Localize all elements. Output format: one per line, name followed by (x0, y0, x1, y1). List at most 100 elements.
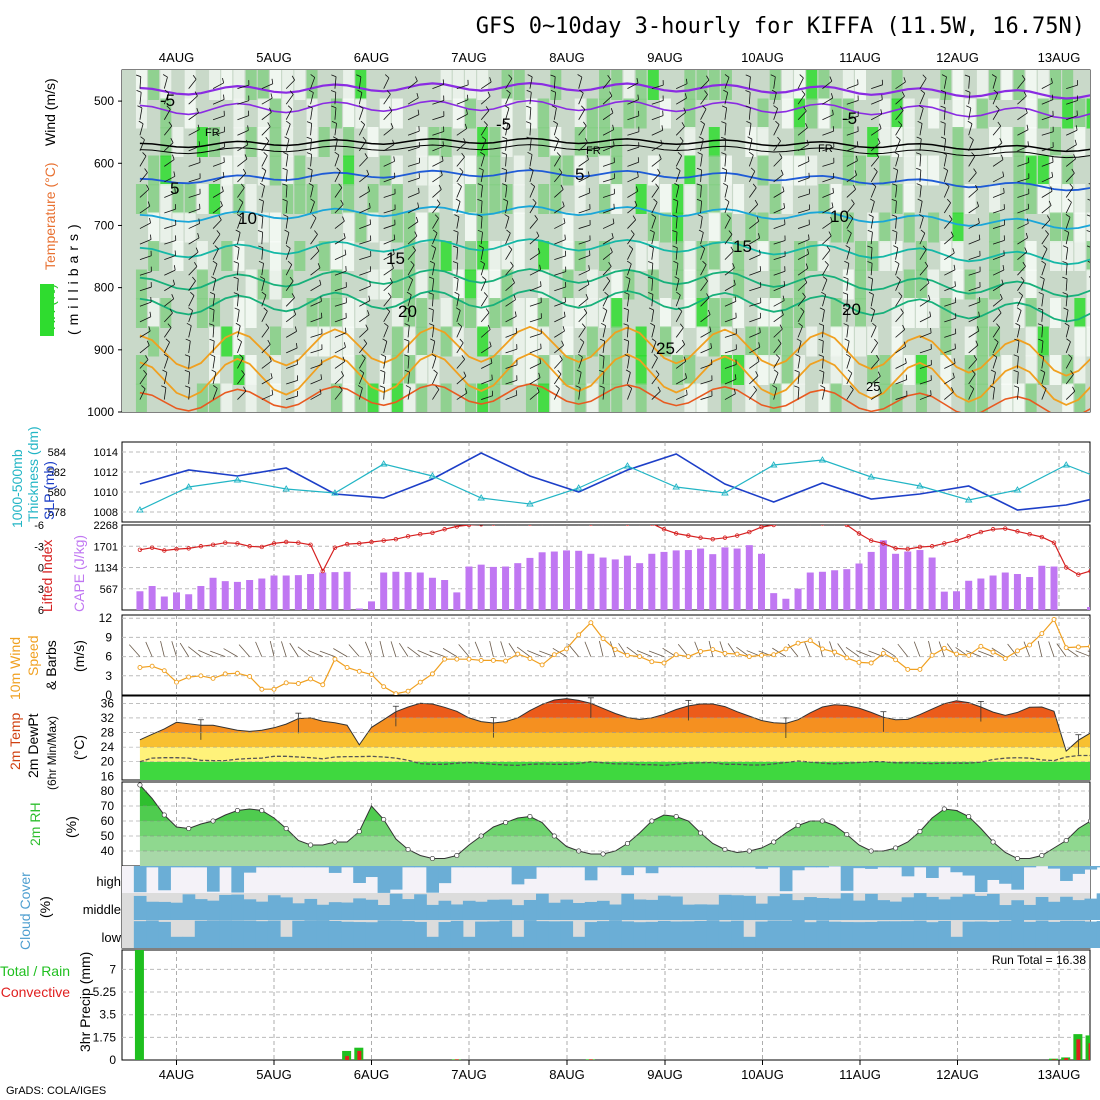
wind-barb-flag (844, 338, 850, 342)
wind-barb (675, 294, 681, 307)
wind-barb (773, 387, 778, 400)
wind-barb (456, 278, 459, 291)
cape-bar-49 (733, 548, 741, 610)
wind-barb (456, 128, 467, 136)
wind-barb-flag (1020, 276, 1025, 282)
wind-barb (285, 185, 288, 198)
wind-barb-flag (783, 203, 786, 209)
lifted-index-point-62 (893, 546, 898, 551)
wind-barb-flag (1051, 171, 1054, 177)
wind-barb (749, 346, 761, 354)
wind-barb (163, 356, 169, 369)
wind-barb-flag (342, 216, 345, 222)
rh2m-point-20 (381, 816, 387, 823)
rh-cell (477, 127, 489, 157)
wind10m-barb-52 (758, 650, 774, 657)
cloud-high-bar-42 (645, 866, 659, 874)
wind-barb (870, 171, 878, 183)
cloud-high-bar-23 (414, 866, 427, 868)
wind10m-point-10 (259, 686, 265, 692)
wind-barb (139, 205, 151, 214)
wind-barb-flag (674, 276, 680, 280)
ylabel-cape: CAPE (J/kg) (71, 535, 87, 612)
wind-barb (919, 299, 931, 307)
rh-cell (647, 212, 659, 243)
wind-barb-flag (261, 167, 267, 171)
wind-barb-flag (344, 327, 347, 333)
cloud-middle-bar-54 (791, 900, 805, 920)
wind-barb (237, 129, 249, 136)
wind-barb (748, 92, 751, 105)
wind-barb-flag (867, 245, 873, 249)
wind-barb-flag (600, 322, 606, 327)
rh-cell (330, 241, 342, 271)
wind-barb (212, 325, 215, 338)
rh-cell (708, 326, 720, 357)
rh-cell (733, 241, 745, 271)
rh-cell (989, 127, 1001, 157)
wind-barb-flag (388, 106, 393, 112)
cape-bar-43 (660, 551, 668, 610)
wind-barb (456, 247, 459, 260)
wind-barb (797, 267, 809, 276)
wind10m-barb-34 (539, 650, 555, 657)
wind10m-barb-59 (845, 646, 860, 657)
wind-barb (675, 140, 684, 152)
rh2m-tick-60: 60 (101, 814, 115, 828)
wind-barb (407, 264, 415, 276)
wind-barb-flag (867, 261, 873, 264)
wind-barb-flag (560, 184, 564, 190)
wind-barb-flag (563, 311, 566, 317)
cape-bar-12 (282, 575, 290, 610)
rh-cell (830, 326, 842, 357)
wind-barb (407, 114, 420, 121)
wind-barb (602, 237, 614, 245)
rh-cell (404, 355, 416, 385)
rh-cell (172, 212, 184, 243)
rh-cell (1025, 383, 1037, 412)
rh-cell (452, 184, 464, 214)
wind-barb-flag (557, 369, 562, 375)
wind-barb (286, 380, 298, 385)
wind-barb-flag (1025, 108, 1028, 114)
thickness-point-10 (623, 462, 632, 469)
rh-cell (1074, 241, 1086, 271)
wind-barb (212, 146, 225, 152)
wind-barb-flag (306, 121, 312, 124)
wind-barb-flag (585, 293, 589, 299)
rh-cell (562, 269, 574, 300)
wind-barb-flag (1015, 322, 1021, 326)
wind-barb-flag (577, 74, 583, 78)
wind-barb (1041, 190, 1053, 198)
rh-cell (257, 70, 269, 100)
wind-barb-flag (846, 353, 851, 358)
wind-barb (1017, 387, 1020, 400)
wind-barb (261, 377, 273, 385)
rh-cell (257, 212, 269, 243)
wind-barb-flag (169, 308, 173, 314)
rh-cell (952, 212, 964, 243)
cloud-low-bar-17 (341, 921, 354, 948)
rh-cell (172, 127, 184, 157)
wind-barb (1041, 388, 1047, 400)
wind-barb (1041, 161, 1054, 167)
wind-barb-flag (536, 387, 540, 393)
rh-cell (257, 98, 269, 129)
wind-barb-flag (999, 138, 1003, 143)
wind-barb (432, 309, 434, 322)
rh-cell (574, 241, 586, 271)
rh2m-point-74 (1039, 852, 1045, 859)
wind-barb (334, 237, 346, 245)
wind-barb-flag (405, 307, 411, 311)
wind-barb-flag (683, 356, 687, 362)
rh-cell (428, 127, 440, 157)
wind-barb-flag (222, 77, 225, 84)
wind-barb-flag (775, 120, 780, 125)
wind-barb (1017, 325, 1021, 338)
wind10m-barb-50 (736, 646, 750, 657)
rh-cell (757, 241, 769, 271)
wind-barb (1017, 280, 1025, 291)
cloud-low-bar-45 (682, 921, 695, 948)
wind10m-point-38 (600, 636, 606, 642)
wind-barb-flag (233, 261, 239, 264)
